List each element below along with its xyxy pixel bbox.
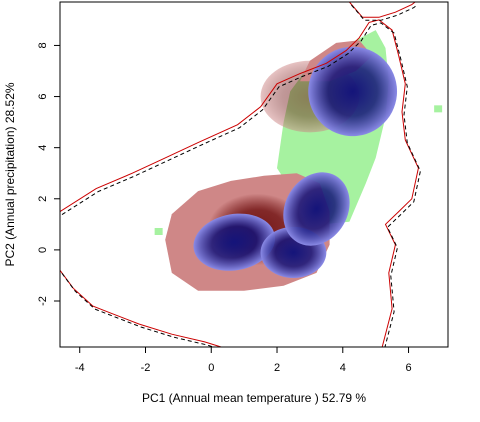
y-tick-label: 0 [37,247,49,253]
upper-environment-boundary-red-line [60,19,419,347]
y-tick-label: -2 [37,296,49,306]
x-tick-label: 6 [405,362,411,374]
x-tick-label: 4 [340,362,346,374]
top-right-boundary-red-line [349,2,416,18]
x-tick-label: -2 [141,362,151,374]
plot-frame [59,1,449,348]
environment-contours [60,2,421,347]
y-tick-label: 8 [37,42,49,48]
blue-niche-lobe-3 [283,172,350,246]
blue-niche-lobe-4 [308,46,398,137]
y-tick-label: 2 [37,196,49,202]
x-tick-label: 0 [208,362,214,374]
isolated-green-patch-right [434,105,443,113]
y-tick-label: 6 [37,93,49,99]
x-axis-label: PC1 (Annual mean temperature ) 52.79 % [142,391,366,405]
top-right-boundary-black-dashed-line [351,4,418,21]
x-tick-label: -4 [75,362,85,374]
isolated-green-patch [154,228,163,235]
isolated-patches [154,105,443,235]
upper-environment-boundary-black-dashed-line [61,22,421,347]
y-tick-label: 4 [37,145,49,151]
x-axis: -4 -2 0 2 4 6 [75,347,412,374]
x-tick-label: 2 [274,362,280,374]
lower-environment-boundary-black-dashed-line [61,273,216,347]
niche-regions [165,30,398,291]
blue-niche-lobe-1 [193,213,276,271]
lower-environment-boundary-red-line [60,270,222,347]
y-axis: -2 0 2 4 6 8 [37,42,60,306]
y-axis-label: PC2 (Annual precipitation) 28.52% [3,82,17,266]
